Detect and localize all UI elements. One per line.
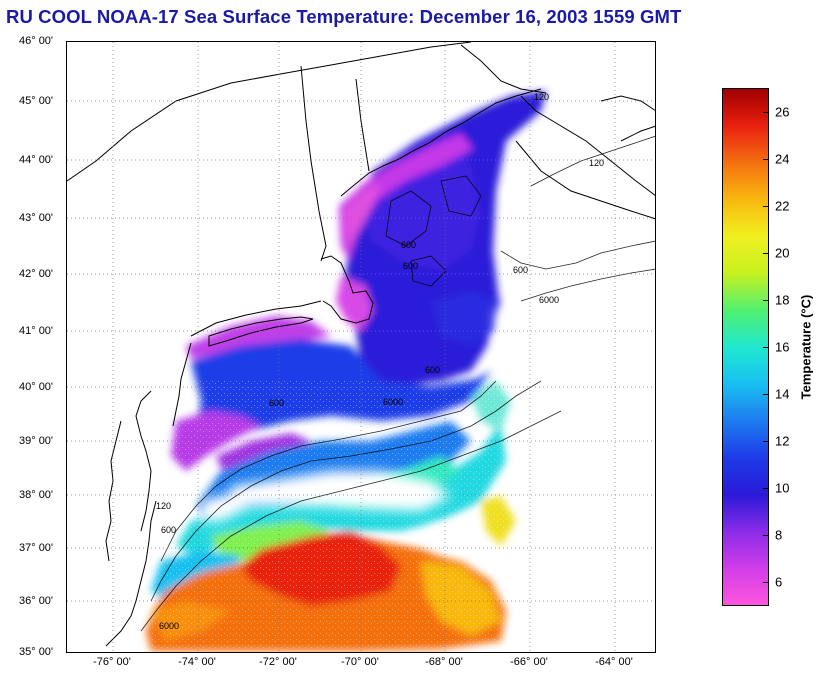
cloud-gulf-of-maine-east xyxy=(496,301,531,351)
lon-label: -66° 00' xyxy=(510,656,548,668)
coast-nova-scotia xyxy=(520,95,655,196)
colorbar-tick xyxy=(763,394,769,396)
contour-label: 600 xyxy=(269,398,284,408)
lon-label: -72° 00' xyxy=(259,656,297,668)
contour-label: 600 xyxy=(161,525,176,535)
contour-600m-slope xyxy=(150,380,542,602)
colorbar-tick xyxy=(763,347,769,348)
lat-label: 42° 00' xyxy=(19,268,54,280)
coast-prince-edward-island xyxy=(600,95,655,111)
contour-120m-shelf xyxy=(160,380,497,562)
lat-label: 44° 00' xyxy=(19,154,54,166)
coast-virginia-carolina xyxy=(105,500,157,647)
colorbar-tick xyxy=(763,488,769,490)
contour-label: 600 xyxy=(425,365,440,375)
colorbar-tick-label: 18 xyxy=(775,292,790,308)
lat-label: 39° 00' xyxy=(19,435,54,447)
coast-long-island xyxy=(208,316,314,347)
sst-region-gulf-of-maine-north xyxy=(361,131,481,271)
contour-label: 6000 xyxy=(383,397,403,407)
colorbar-tick xyxy=(763,535,769,537)
colorbar-label: Temperature (°C) xyxy=(798,294,814,400)
lon-label: -64° 00' xyxy=(595,656,633,668)
contour-label: 600 xyxy=(403,261,418,271)
lat-label: 36° 00' xyxy=(19,595,54,607)
colorbar-tick-label: 14 xyxy=(775,386,790,402)
sst-region-maine-coast xyxy=(339,133,473,261)
sst-region-long-island-sound xyxy=(186,316,331,359)
contour-label: 120 xyxy=(156,501,171,511)
contour-gulf-of-maine-basin xyxy=(385,190,432,247)
contour-label: 6000 xyxy=(159,621,179,631)
map-title: RU COOL NOAA-17 Sea Surface Temperature:… xyxy=(6,6,682,27)
contour-label: 120 xyxy=(589,158,604,168)
colorbar-tick xyxy=(763,111,769,113)
lat-label: 40° 00' xyxy=(19,381,54,393)
colorbar-tick xyxy=(763,252,769,254)
sst-map-canvas: 120 120 600 600 600 6000 600 600 6000 12… xyxy=(67,42,655,652)
colorbar-tick-label: 16 xyxy=(775,339,790,355)
contour-labels: 120 120 600 600 600 6000 600 600 6000 12… xyxy=(156,92,604,631)
lon-label: -74° 00' xyxy=(178,656,216,668)
coast-chesapeake xyxy=(105,420,122,562)
coastlines xyxy=(67,42,655,647)
sst-field xyxy=(146,91,546,651)
lon-label: -70° 00' xyxy=(341,656,379,668)
contour-label: 6000 xyxy=(539,295,559,305)
colorbar-tick-label: 24 xyxy=(775,151,790,167)
sst-map: 120 120 600 600 600 6000 600 600 6000 12… xyxy=(66,41,656,653)
lon-label: -76° 00' xyxy=(93,656,131,668)
border-new-brunswick xyxy=(460,44,547,94)
lat-label: 35° 00' xyxy=(19,646,54,658)
coast-delmarva xyxy=(135,390,152,532)
coast-ct-ri xyxy=(190,300,322,337)
colorbar-tick-label: 12 xyxy=(775,433,790,449)
lon-label: -68° 00' xyxy=(425,656,463,668)
lat-label: 38° 00' xyxy=(19,489,54,501)
colorbar-tick xyxy=(763,158,769,160)
sst-region-cape-cod xyxy=(336,276,373,331)
colorbar-tick xyxy=(763,582,769,584)
lat-label: 43° 00' xyxy=(19,212,54,224)
contour-label: 600 xyxy=(513,265,528,275)
border-maine-nh xyxy=(355,78,370,172)
border-interior xyxy=(300,65,327,262)
contour-scotian-shelf xyxy=(500,240,655,270)
bathymetry-contours xyxy=(140,135,655,632)
coast-massachusetts xyxy=(320,255,374,324)
contour-label: 120 xyxy=(534,92,549,102)
lat-label: 41° 00' xyxy=(19,325,54,337)
colorbar-tick xyxy=(763,205,769,207)
lat-label: 46° 00' xyxy=(19,35,54,47)
lat-label: 45° 00' xyxy=(19,95,54,107)
contour-georges-basin xyxy=(410,255,447,287)
sst-region-georges-bank xyxy=(431,291,501,346)
colorbar-tick-label: 22 xyxy=(775,198,790,214)
colorbar-tick xyxy=(763,441,769,443)
contour-label: 600 xyxy=(401,240,416,250)
coast-cape-breton xyxy=(620,125,655,142)
colorbar-tick-label: 6 xyxy=(775,574,783,590)
colorbar-tick-label: 20 xyxy=(775,245,790,261)
border-us-canada xyxy=(67,42,472,182)
contour-scotian-slope xyxy=(520,268,655,302)
colorbar-tick-label: 10 xyxy=(775,480,790,496)
colorbar-tick xyxy=(763,299,769,301)
sst-region-maine-coast-inner xyxy=(343,183,381,251)
coast-new-jersey xyxy=(172,342,192,427)
sst-speckle xyxy=(151,381,531,651)
colorbar-tick-label: 26 xyxy=(775,104,790,120)
temperature-colorbar xyxy=(722,88,769,606)
lat-label: 37° 00' xyxy=(19,542,54,554)
colorbar-tick-label: 8 xyxy=(775,527,783,543)
contour-nova-scotia-inner xyxy=(530,135,655,187)
coast-nova-scotia-south xyxy=(515,140,655,220)
contour-6000m xyxy=(140,410,562,632)
coast-new-england xyxy=(340,88,542,197)
contour-jordan-basin xyxy=(440,175,482,217)
